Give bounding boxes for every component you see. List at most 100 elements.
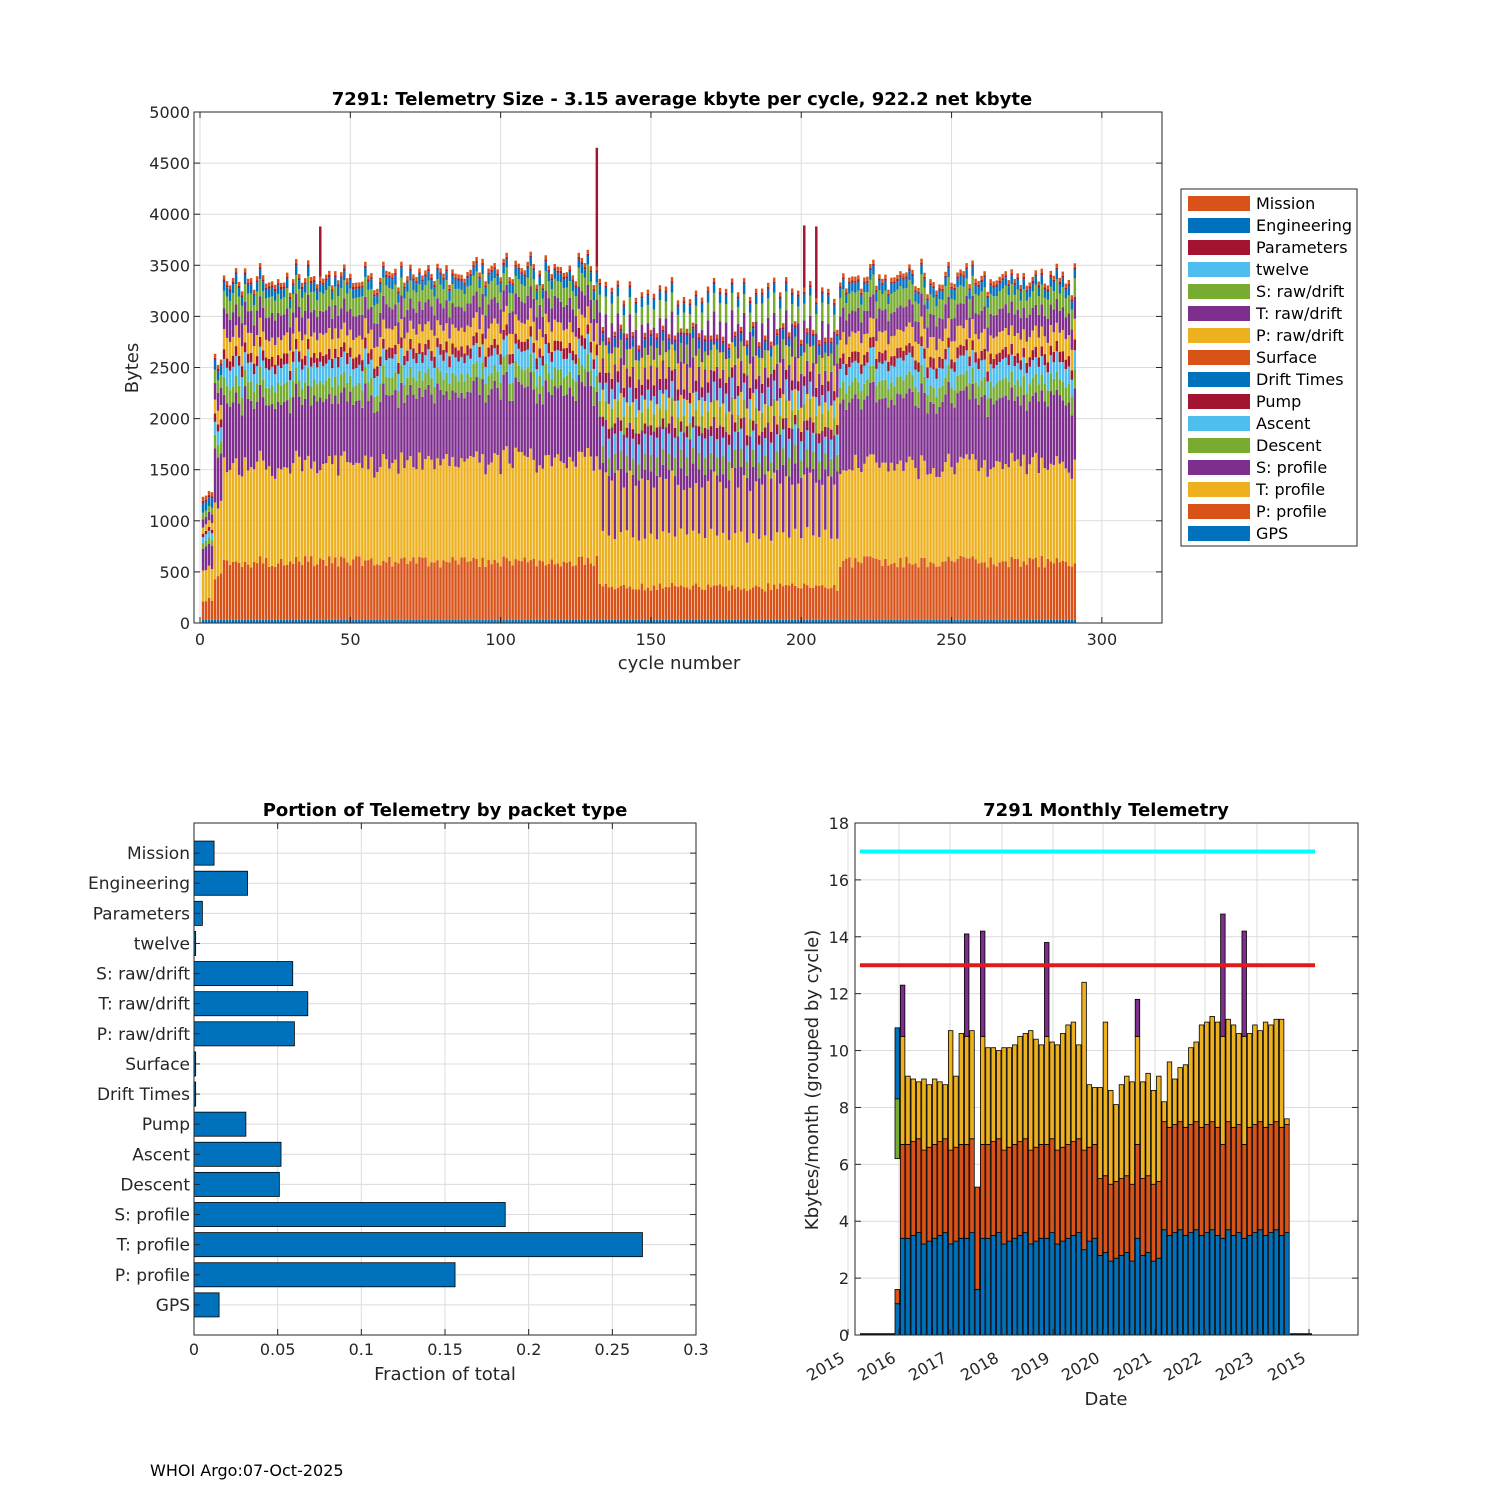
cycle-bar-segment [950,341,953,360]
cycle-bar-segment [806,360,809,395]
cycle-bar-segment [748,296,752,301]
cycle-bar-segment [475,332,478,344]
cycle-bar-segment [523,350,526,371]
cycle-bar-segment [827,588,830,620]
cycle-bar-segment [469,327,472,349]
cycle-bar-segment [583,368,587,387]
cycle-bar-segment [839,619,842,623]
cycle-bar-segment [601,358,605,390]
cycle-bar-segment [1031,330,1034,351]
cycle-bar-segment [676,436,680,485]
cycle-bar-segment [547,298,550,323]
cycle-bar-segment [297,274,301,279]
cycle-bar-segment [394,561,397,620]
cycle-bar-segment [860,304,863,323]
cycle-bar-segment [397,390,400,408]
cycle-bar-segment [448,338,451,357]
cycle-bar-segment [839,316,842,341]
cycle-bar-segment [625,339,629,350]
cycle-bar-segment [760,412,764,432]
cycle-bar-segment [751,430,755,450]
cycle-bar-segment [646,379,650,390]
cycle-bar-segment [727,377,731,412]
cycle-bar-segment [273,300,277,321]
cycle-bar-segment [649,334,653,337]
monthly-bar-segment [1172,1078,1178,1125]
monthly-bar-segment [1268,1024,1274,1125]
cycle-bar-segment [463,363,466,382]
cycle-bar-segment [769,347,773,357]
cycle-bar-segment [980,310,983,333]
cycle-bar-segment [640,298,644,308]
cycle-bar-segment [1025,285,1028,290]
cycle-bar-segment [430,273,433,279]
monthly-bar-segment [1150,1183,1157,1262]
cycle-bar-segment [376,619,379,623]
cycle-bar-segment [1031,377,1034,396]
cycle-bar-segment [541,355,544,366]
cycle-bar-segment [502,311,505,330]
cycle-bar-segment [258,279,262,297]
cycle-bar-segment [331,358,334,369]
monthly-bar-segment [1220,1144,1226,1239]
cycle-bar-segment [439,272,442,275]
cycle-bar-segment [995,461,998,567]
monthly-bar-segment [942,1138,948,1233]
cycle-bar-segment [340,455,343,557]
cycle-bar-segment [860,343,863,365]
cycle-bar-segment [878,619,881,623]
cycle-bar-segment [983,275,986,278]
cycle-bar-segment [932,468,935,564]
cycle-bar-segment [667,349,671,367]
cycle-bar-segment [424,355,427,373]
cycle-bar-segment [863,463,866,557]
cycle-bar-segment [1049,619,1053,623]
cycle-bar-segment [640,478,644,584]
cycle-bar-segment [454,619,457,623]
cycle-bar-segment [878,351,881,363]
cycle-bar-segment [442,330,445,350]
cycle-bar-segment [1055,340,1059,352]
cycle-bar-segment [541,337,544,356]
cycle-bar-segment [234,274,238,285]
monthly-bar-segment [1113,1104,1119,1182]
cycle-bar-segment [297,619,301,623]
cycle-bar-segment [210,569,214,601]
cycle-bar-segment [959,269,962,274]
br-y-tick-label: 2 [839,1269,849,1288]
cycle-bar-segment [397,373,400,391]
cycle-bar-segment [974,313,977,334]
cycle-bar-segment [980,619,983,623]
cycle-bar-segment [433,315,436,336]
cycle-bar-segment [1022,394,1025,455]
cycle-bar-segment [694,483,698,584]
cycle-bar-segment [821,384,824,395]
cycle-bar-segment [325,619,328,623]
cycle-bar-segment [884,397,887,463]
cycle-bar-segment [313,291,316,310]
cycle-bar-segment [529,251,532,256]
cycle-bar-segment [487,394,490,465]
cycle-bar-segment [950,359,953,369]
cycle-bar-segment [998,308,1001,333]
cycle-bar-segment [517,348,520,366]
monthly-bar-segment [1118,1254,1125,1336]
cycle-bar-segment [977,404,980,472]
monthly-bar-segment [1134,1144,1141,1239]
cycle-bar-segment [258,346,262,367]
cycle-bar-segment [941,284,944,289]
cycle-bar-segment [394,344,397,355]
cycle-bar-segment [794,463,797,529]
cycle-bar-segment [757,619,761,623]
cycle-bar-segment [460,392,463,459]
cycle-bar-segment [267,341,271,359]
cycle-bar-segment [307,349,310,368]
cycle-bar-segment [721,586,725,620]
cycle-bar-segment [282,565,286,620]
cycle-bar-segment [794,528,797,586]
cycle-bar-segment [207,497,211,507]
cycle-bar-segment [625,349,629,369]
cycle-bar-segment [294,293,298,318]
cycle-bar-segment [772,292,776,313]
cycle-bar-segment [201,543,205,550]
